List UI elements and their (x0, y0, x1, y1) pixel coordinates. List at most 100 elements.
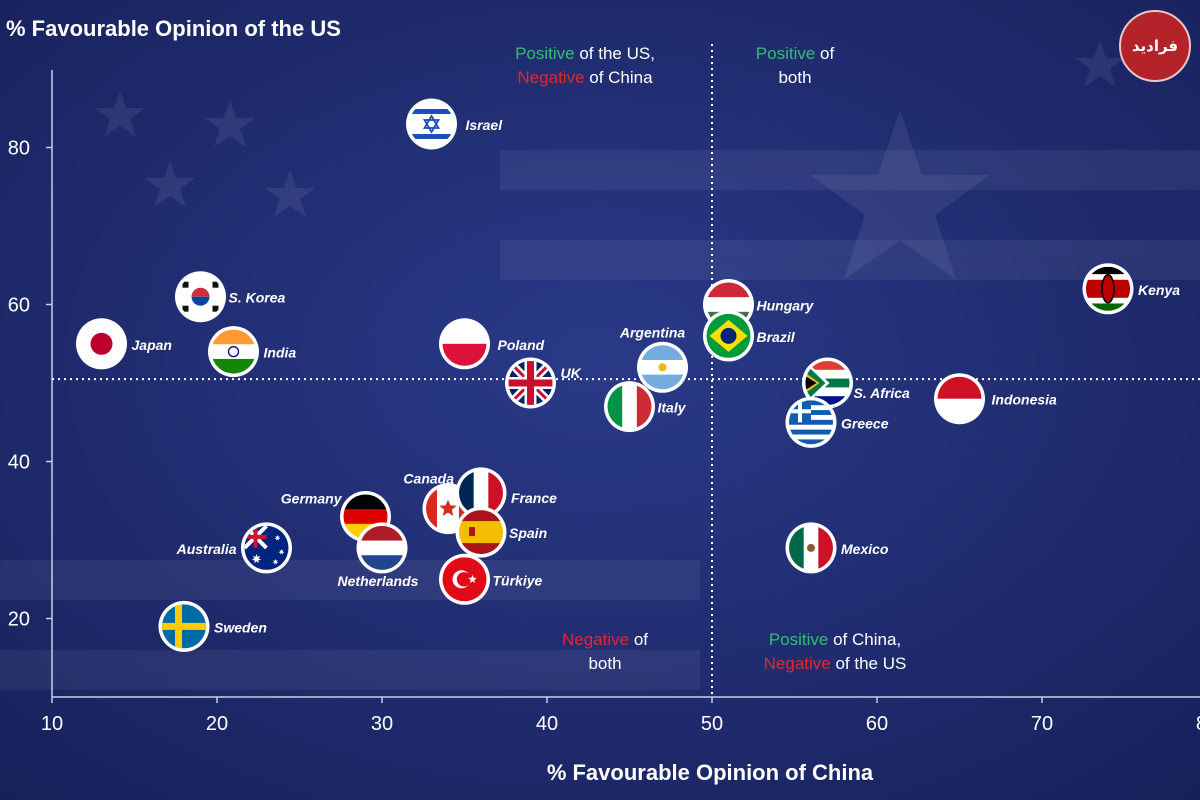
brand-logo: فرادید (1119, 10, 1191, 82)
y-tick-label: 60 (8, 295, 30, 317)
data-point-brazil (703, 310, 754, 362)
data-label: Poland (498, 337, 545, 353)
brazil-flag-icon (706, 313, 751, 358)
quadrant-bl-line2: both (588, 654, 622, 673)
data-label: Sweden (214, 619, 267, 635)
quadrant-br-positive: Positive (768, 630, 829, 649)
data-label: S. Africa (854, 385, 910, 401)
india-flag-icon (211, 329, 256, 374)
quadrant-tr-line1: of (815, 44, 835, 63)
quadrant-tr-positive: Positive (755, 44, 816, 63)
x-tick-label: 80 (1196, 713, 1200, 735)
data-point-france (455, 467, 507, 519)
data-point-south-korea (175, 271, 226, 323)
data-label: Australia (176, 541, 237, 557)
x-axis-title-text: % Favourable Opinion of China (546, 760, 874, 785)
sweden-flag-icon (162, 604, 206, 649)
data-point-south-africa (802, 357, 853, 409)
data-label: Germany (281, 491, 343, 507)
data-label: Argentina (619, 324, 686, 340)
y-tick-label: 20 (8, 609, 30, 631)
france-flag-icon (459, 470, 503, 515)
data-label: Greece (841, 415, 889, 431)
italy-flag-icon (607, 384, 652, 429)
uk-flag-icon (508, 361, 553, 405)
south-africa-flag-icon (805, 361, 850, 405)
data-point-netherlands (356, 522, 408, 574)
quadrant-label-bottom-right: Positive of China, Negative of the US (735, 628, 935, 676)
data-label: Italy (658, 400, 687, 416)
kenya-flag-icon (1086, 266, 1130, 311)
quadrant-bl-line1: of (629, 630, 648, 649)
data-point-italy (604, 381, 655, 433)
data-label: Spain (509, 525, 547, 541)
spain-flag-icon (459, 510, 503, 555)
mexico-flag-icon (789, 525, 833, 570)
quadrant-tl-positive: Positive (515, 44, 575, 63)
data-point-argentina (637, 341, 688, 393)
brand-logo-text: فرادید (1131, 38, 1179, 55)
south-korea-flag-icon (178, 274, 223, 319)
x-tick-label: 30 (371, 713, 393, 735)
data-point-australia (241, 522, 292, 574)
data-point-sweden (158, 600, 210, 652)
quadrant-bl-negative: Negative (561, 630, 630, 649)
data-label: Kenya (1138, 282, 1180, 298)
data-label: India (264, 345, 297, 361)
quadrant-label-top-left: Positive of the US, Negative of China (470, 42, 700, 90)
data-label: Mexico (841, 541, 889, 557)
y-axis-title: % Favourable Opinion of the US (6, 16, 341, 41)
quadrant-tl-negative: Negative (517, 68, 585, 87)
x-tick-label: 10 (41, 713, 63, 735)
quadrant-tr-line2: both (778, 68, 812, 87)
data-point-israel (406, 98, 457, 150)
greece-flag-icon (789, 400, 833, 445)
data-label: Canada (403, 471, 454, 487)
quadrant-tl-line2: of China (584, 68, 653, 87)
data-label: France (511, 490, 557, 506)
data-point-japan (76, 318, 127, 370)
turkiye-flag-icon (442, 557, 487, 602)
quadrant-br-line1: of China, (828, 630, 902, 649)
data-point-spain (455, 506, 507, 558)
markers-layer (76, 98, 1134, 652)
data-label: Japan (132, 337, 172, 353)
germany-flag-icon (343, 494, 388, 539)
x-tick-label: 20 (206, 713, 228, 735)
data-label: Netherlands (338, 573, 419, 589)
data-label: Türkiye (493, 572, 543, 588)
poland-flag-icon (442, 321, 487, 366)
data-label: Indonesia (992, 392, 1058, 408)
data-label: UK (561, 365, 582, 381)
quadrant-br-line2: of the US (830, 654, 907, 673)
data-label: S. Korea (229, 290, 286, 306)
japan-flag-icon (79, 321, 124, 366)
data-label: Brazil (757, 329, 796, 345)
x-tick-label: 70 (1031, 713, 1053, 735)
data-point-mexico (785, 522, 837, 574)
data-point-uk (505, 357, 556, 409)
y-tick-label: 40 (8, 452, 30, 474)
data-point-poland (439, 318, 490, 370)
x-tick-label: 40 (536, 713, 558, 735)
israel-flag-icon (409, 102, 454, 146)
quadrant-br-negative: Negative (763, 654, 831, 673)
data-point-india (208, 326, 259, 378)
data-point-indonesia (934, 373, 985, 425)
x-axis-title: % Favourable Opinion of China (0, 760, 1200, 786)
data-label: Israel (466, 117, 504, 133)
quadrant-label-top-right: Positive of both (720, 42, 870, 90)
data-point-turkiye (439, 553, 490, 605)
australia-flag-icon (244, 525, 289, 570)
argentina-flag-icon (640, 345, 685, 390)
data-label: Hungary (757, 298, 815, 314)
data-point-kenya (1082, 263, 1134, 315)
quadrant-label-bottom-left: Negative of both (515, 628, 695, 676)
x-tick-label: 50 (701, 713, 723, 735)
netherlands-flag-icon (360, 525, 404, 570)
indonesia-flag-icon (937, 376, 982, 421)
y-tick-label: 80 (8, 138, 30, 160)
quadrant-tl-line1: of the US, (574, 44, 655, 63)
